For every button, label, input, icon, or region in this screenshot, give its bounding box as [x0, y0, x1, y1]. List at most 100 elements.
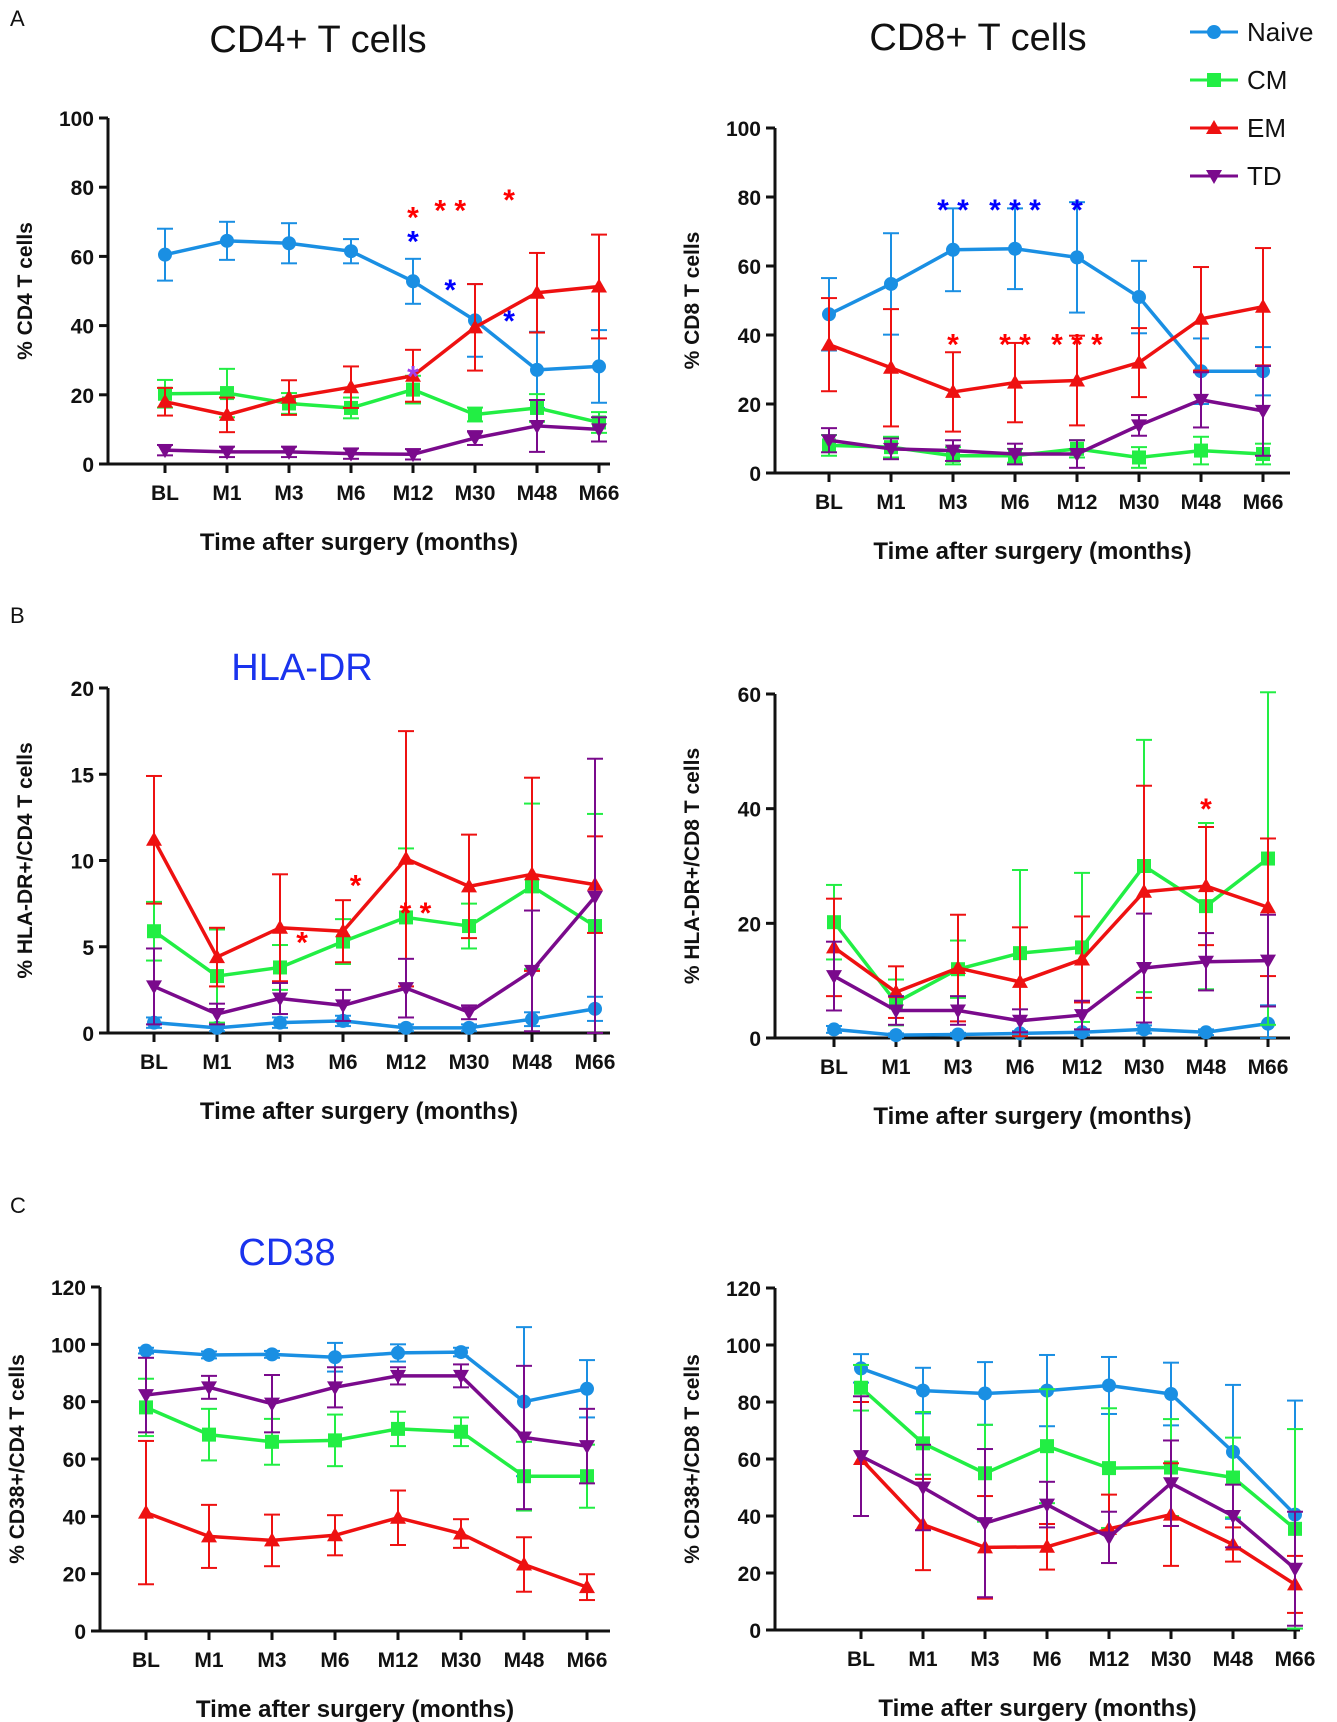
y-tick-label: 100: [51, 1334, 86, 1357]
data-point-cm: [391, 1421, 405, 1436]
y-tick-label: 60: [738, 684, 761, 707]
data-point-naive: [889, 1028, 903, 1043]
y-tick-label: 40: [63, 1506, 86, 1529]
data-point-td: [281, 445, 297, 460]
x-tick-label-bl: BL: [151, 482, 179, 505]
chart-6: 0 20 40 60 80 100 120 BL M1 M3 M6 M12 M30 M48 M66 Time …: [681, 1278, 1315, 1722]
series-cm: [853, 1363, 1303, 1630]
data-point-naive: [399, 1020, 413, 1035]
series-em: [821, 247, 1271, 433]
panel-letter-b: B: [10, 603, 25, 628]
legend-marker-em: [1206, 120, 1222, 134]
data-point-em: [1012, 973, 1028, 988]
data-point-em: [821, 336, 837, 351]
data-point-td: [1012, 1014, 1028, 1029]
x-tick-label-m48: M48: [1181, 491, 1222, 514]
y-tick-label: 100: [59, 108, 94, 131]
y-tick-label: 80: [738, 187, 761, 210]
y-tick-label: 40: [738, 325, 761, 348]
significance-marker: * *: [999, 328, 1031, 361]
data-point-em: [281, 389, 297, 404]
series-line-td: [153, 895, 597, 1016]
data-point-em: [327, 1527, 343, 1542]
y-tick-label: 60: [738, 256, 761, 279]
x-tick-label-m3: M3: [265, 1051, 294, 1074]
x-tick-label-m3: M3: [970, 1648, 999, 1671]
series-line-naive: [860, 1366, 1297, 1516]
data-point-td: [398, 982, 414, 997]
data-point-em: [219, 406, 235, 421]
x-tick-label-m12: M12: [1089, 1648, 1130, 1671]
x-tick-label-m1: M1: [908, 1648, 937, 1671]
data-point-naive: [391, 1345, 405, 1360]
data-point-naive: [1164, 1387, 1178, 1402]
y-axis-label: % CD38+/CD4 T cells: [6, 1354, 29, 1564]
x-axis-label: Time after surgery (months): [878, 1695, 1196, 1722]
data-point-cm: [265, 1434, 279, 1449]
y-tick-label: 100: [726, 1335, 761, 1358]
chart-1: 0 20 40 60 80 100 BL M1 M3 M6 M12 M30 M48 M66 Time aft…: [14, 108, 619, 556]
series-line-naive: [145, 1348, 588, 1404]
y-tick-label: 5: [82, 937, 94, 960]
data-point-naive: [1070, 250, 1084, 265]
x-tick-label-m30: M30: [1124, 1056, 1165, 1079]
x-tick-label-m3: M3: [274, 482, 303, 505]
chart-5: 0 20 40 60 80 100 120 BL M1 M3 M6 M12 M30 M48 M66 Time …: [6, 1277, 610, 1722]
data-point-naive: [827, 1022, 841, 1037]
data-point-cm: [454, 1424, 468, 1439]
significance-marker: * *: [400, 897, 432, 930]
significance-marker: *: [1200, 793, 1212, 826]
data-point-naive: [158, 247, 172, 262]
data-point-em: [1039, 1538, 1055, 1553]
x-tick-label-m6: M6: [328, 1051, 357, 1074]
series-line-cm: [152, 884, 596, 978]
data-point-td: [945, 444, 961, 459]
series-naive: [821, 201, 1271, 405]
data-point-em: [579, 1579, 595, 1594]
data-point-td: [1131, 419, 1147, 434]
x-tick-label-m30: M30: [1119, 491, 1160, 514]
panel-letter-c: C: [10, 1193, 26, 1218]
series-td: [146, 757, 603, 1034]
series-line-cm: [145, 1405, 587, 1478]
data-point-naive: [202, 1347, 216, 1362]
x-tick-label-m30: M30: [1151, 1648, 1192, 1671]
x-tick-label-m66: M66: [1243, 491, 1284, 514]
y-tick-label: 100: [726, 118, 761, 141]
data-point-em: [201, 1528, 217, 1543]
y-tick-label: 80: [738, 1392, 761, 1415]
legend-label-td: TD: [1247, 161, 1282, 191]
series-line-cm: [832, 857, 1270, 1005]
data-point-td: [343, 447, 359, 462]
data-point-naive: [884, 276, 898, 291]
data-point-td: [1260, 954, 1276, 969]
y-axis-label: % CD8 T cells: [681, 232, 704, 370]
x-tick-label-m12: M12: [1057, 491, 1098, 514]
data-point-em: [883, 359, 899, 374]
data-point-em: [1136, 883, 1152, 898]
x-tick-label-m48: M48: [512, 1051, 553, 1074]
x-tick-label-m66: M66: [575, 1051, 616, 1074]
data-point-em: [398, 850, 414, 865]
data-point-td: [1255, 404, 1271, 419]
x-tick-label-m66: M66: [579, 482, 620, 505]
y-axis-label: % HLA-DR+/CD4 T cells: [14, 742, 37, 978]
legend-marker-naive: [1207, 25, 1221, 39]
x-tick-label-m3: M3: [943, 1056, 972, 1079]
chart-3: 0 5 10 15 20 BL M1 M3 M6 M12 M30 M48 M66 Time after s…: [14, 678, 615, 1125]
series-line-naive: [833, 1021, 1269, 1037]
data-point-td: [587, 890, 603, 905]
data-point-naive: [592, 359, 606, 374]
x-tick-label-m66: M66: [1248, 1056, 1289, 1079]
y-tick-label: 0: [749, 1028, 761, 1051]
data-point-em: [1007, 374, 1023, 389]
y-tick-label: 40: [738, 799, 761, 822]
y-tick-label: 0: [749, 1620, 761, 1643]
x-tick-label-m6: M6: [1005, 1056, 1034, 1079]
data-point-cm: [854, 1380, 868, 1395]
y-tick-label: 60: [63, 1449, 86, 1472]
data-point-em: [945, 383, 961, 398]
x-tick-label-m3: M3: [938, 491, 967, 514]
data-point-naive: [454, 1345, 468, 1360]
